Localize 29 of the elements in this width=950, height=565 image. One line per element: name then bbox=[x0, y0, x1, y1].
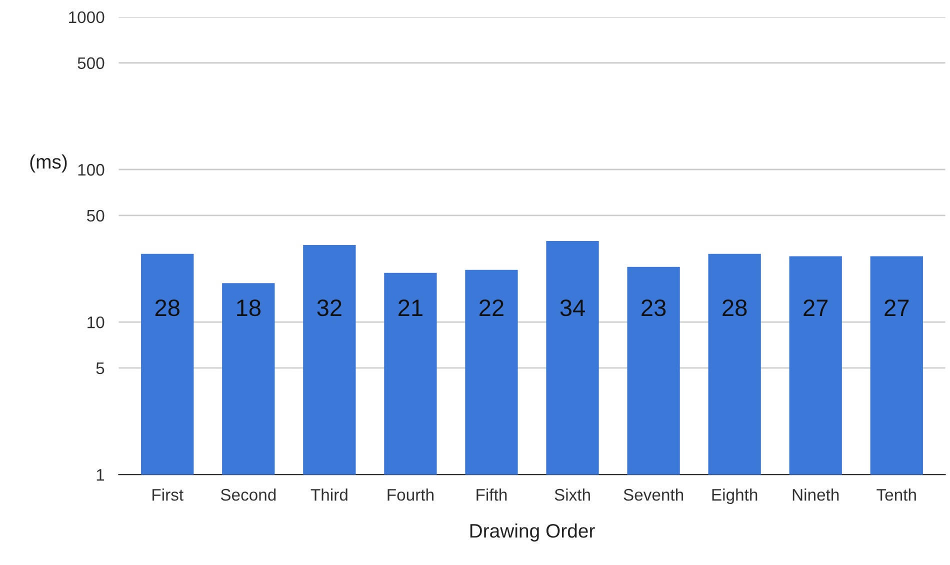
x-tick-label: Third bbox=[310, 488, 348, 501]
x-tick-label: Sixth bbox=[554, 488, 590, 501]
data-label: 27 bbox=[884, 299, 909, 316]
data-label: 28 bbox=[155, 299, 180, 316]
data-label: 28 bbox=[722, 299, 747, 316]
y-tick-label: 5 bbox=[96, 362, 104, 374]
y-tick-label: 500 bbox=[78, 57, 104, 70]
y-tick-label: 1000 bbox=[69, 11, 104, 24]
data-label: 21 bbox=[398, 299, 422, 316]
y-tick-label: 10 bbox=[88, 316, 104, 328]
y-axis-title: (ms) bbox=[30, 154, 67, 173]
x-tick-label: First bbox=[152, 488, 184, 501]
data-label: 27 bbox=[804, 299, 828, 316]
x-tick-label: Fifth bbox=[476, 488, 507, 501]
y-tick-label: 1 bbox=[96, 469, 104, 481]
x-tick-label: Fourth bbox=[388, 488, 434, 501]
x-tick-label: Eighth bbox=[712, 488, 758, 504]
data-label: 18 bbox=[237, 299, 261, 316]
x-tick-label: Tenth bbox=[876, 488, 916, 501]
y-tick-label: 100 bbox=[78, 164, 104, 176]
data-label: 34 bbox=[560, 299, 585, 316]
y-tick-label: 50 bbox=[86, 210, 104, 222]
data-label: 23 bbox=[642, 299, 666, 316]
data-label: 32 bbox=[317, 299, 342, 316]
x-axis-title: Drawing Order bbox=[470, 523, 595, 542]
x-tick-label: Second bbox=[220, 488, 276, 501]
x-tick-label: Nineth bbox=[792, 488, 839, 501]
x-tick-label: Seventh bbox=[624, 488, 684, 501]
data-label: 22 bbox=[480, 299, 504, 316]
